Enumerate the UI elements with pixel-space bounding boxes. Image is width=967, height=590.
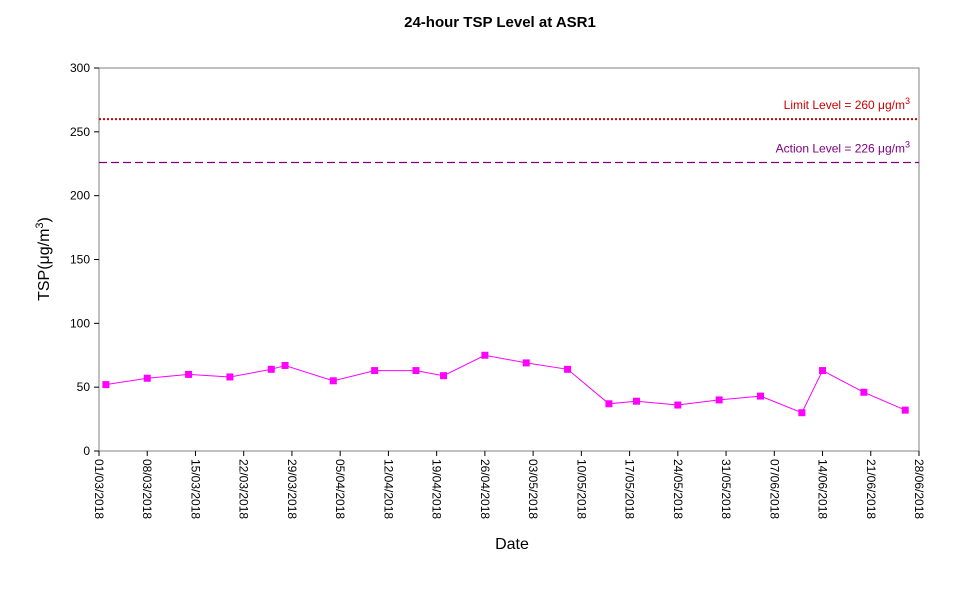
x-tick-label: 21/06/2018: [864, 459, 878, 519]
data-point: [102, 381, 110, 389]
x-tick-label: 10/05/2018: [574, 459, 588, 519]
y-axis-label-suffix: ): [36, 217, 53, 222]
data-point: [564, 365, 572, 373]
series-line: [105, 354, 906, 414]
plot-area: [98, 67, 920, 452]
data-point: [860, 388, 868, 396]
x-tick-label: 26/04/2018: [478, 459, 492, 519]
chart-title: 24-hour TSP Level at ASR1: [404, 14, 596, 31]
x-tick-label: 01/03/2018: [92, 459, 106, 519]
data-point: [901, 406, 909, 414]
data-point: [757, 392, 765, 400]
data-point: [226, 373, 234, 381]
y-tick-label: 150: [70, 253, 90, 267]
data-point: [281, 361, 289, 369]
y-axis-label-unit: μg/m: [36, 229, 53, 265]
y-axis: 0 50 100 150 200 250 300: [70, 61, 99, 458]
reference-label-action: Action Level = 226 μg/m3: [776, 139, 910, 155]
x-tick-label: 12/04/2018: [381, 459, 395, 519]
data-point: [371, 367, 379, 375]
series-group: [102, 351, 909, 417]
x-tick-label: 15/03/2018: [188, 459, 202, 519]
x-tick-label: 14/06/2018: [816, 459, 830, 519]
data-point: [819, 367, 827, 375]
data-point: [412, 367, 420, 375]
x-tick-label: 28/06/2018: [912, 459, 926, 519]
data-point: [329, 377, 337, 385]
x-tick-label: 03/05/2018: [526, 459, 540, 519]
data-point: [605, 400, 613, 408]
data-point: [522, 359, 530, 367]
x-tick-label: 07/06/2018: [767, 459, 781, 519]
data-point: [632, 397, 640, 405]
data-point: [715, 396, 723, 404]
y-tick-label: 100: [70, 316, 90, 330]
y-axis-label: TSP(μg/m3): [34, 217, 53, 301]
reference-label-limit: Limit Level = 260 μg/m3: [784, 96, 910, 112]
x-axis-label: Date: [495, 536, 529, 553]
data-point: [143, 374, 151, 382]
x-tick-label: 19/04/2018: [430, 459, 444, 519]
y-tick-label: 250: [70, 125, 90, 139]
x-axis: 01/03/2018 08/03/2018 15/03/2018 22/03/2018…: [92, 451, 926, 519]
y-axis-label-prefix: TSP(: [36, 264, 53, 301]
data-point: [185, 370, 193, 378]
y-tick-label: 200: [70, 189, 90, 203]
y-axis-label-sup: 3: [34, 222, 46, 228]
x-tick-label: 08/03/2018: [140, 459, 154, 519]
x-tick-label: 31/05/2018: [719, 459, 733, 519]
x-tick-label: 24/05/2018: [671, 459, 685, 519]
x-tick-label: 05/04/2018: [333, 459, 347, 519]
data-point: [440, 372, 448, 380]
x-tick-label: 29/03/2018: [285, 459, 299, 519]
data-point: [798, 409, 806, 417]
y-tick-label: 300: [70, 61, 90, 75]
data-point: [481, 351, 489, 359]
y-tick-label: 0: [83, 444, 90, 458]
data-point: [267, 365, 275, 373]
data-point: [674, 401, 682, 409]
reference-lines: Limit Level = 260 μg/m3 Action Level = 22…: [99, 96, 919, 164]
x-tick-label: 17/05/2018: [623, 459, 637, 519]
x-tick-label: 22/03/2018: [237, 459, 251, 519]
y-tick-label: 50: [77, 380, 91, 394]
